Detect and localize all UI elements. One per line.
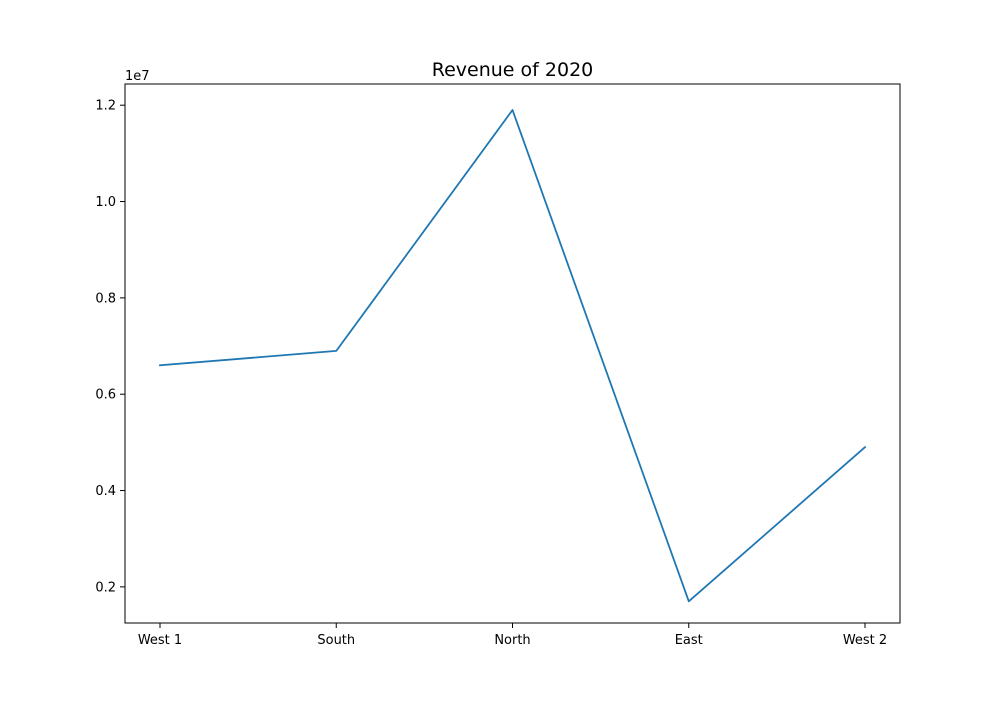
chart-title: Revenue of 2020 (432, 59, 594, 81)
x-tick-label: North (494, 633, 530, 648)
x-tick-label: West 2 (843, 633, 887, 648)
plot-frame (124, 83, 901, 624)
series-layer (159, 109, 867, 603)
x-tick-label: East (675, 633, 703, 648)
y-tick-label: 1.0 (95, 195, 116, 210)
y-tick-label: 0.4 (95, 484, 116, 499)
y-tick-label: 0.8 (95, 291, 116, 306)
x-tick-label: South (317, 633, 355, 648)
y-axis: 0.2 0.4 0.6 0.8 1.0 1.2 (95, 99, 125, 595)
y-tick-label: 0.2 (95, 580, 116, 595)
y-tick-label: 0.6 (95, 388, 116, 403)
y-tick-label: 1.2 (95, 99, 116, 114)
x-tick-label: West 1 (138, 633, 182, 648)
series-line (159, 109, 867, 603)
x-axis: West 1 South North East West 2 (138, 623, 887, 648)
y-axis-offset-label: 1e7 (125, 69, 150, 84)
